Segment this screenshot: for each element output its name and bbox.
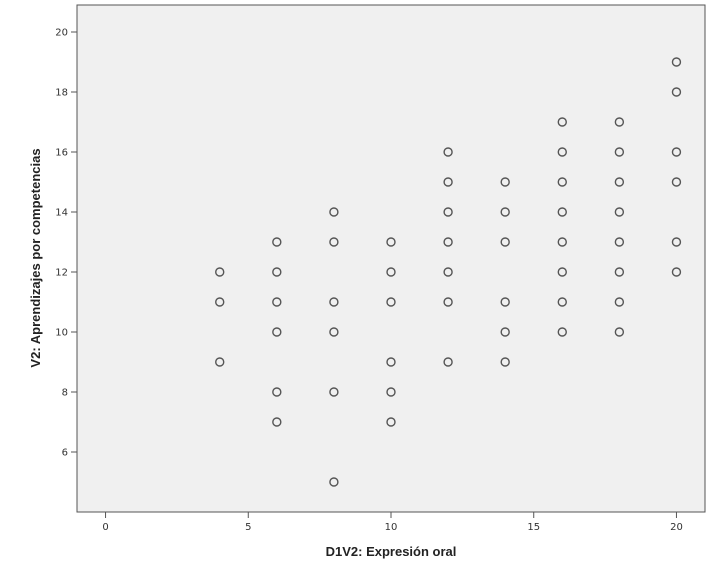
y-tick-label: 20	[55, 28, 68, 39]
scatter-point	[614, 207, 625, 217]
scatter-point	[614, 267, 625, 277]
x-tick-label: 10	[385, 522, 398, 533]
scatter-point	[557, 177, 567, 187]
plot-area	[76, 4, 706, 513]
y-tick-label: 18	[55, 88, 68, 99]
scatter-point	[386, 387, 396, 397]
scatter-point	[671, 237, 682, 247]
scatter-point	[557, 297, 567, 307]
y-tick-label: 8	[62, 388, 68, 399]
scatter-point	[557, 147, 567, 157]
scatter-point	[500, 237, 510, 247]
x-axis-title: D1V2: Expresión oral	[326, 544, 457, 559]
scatter-point	[386, 267, 396, 277]
scatter-point	[443, 297, 453, 307]
scatter-point	[614, 297, 625, 307]
y-tick-label: 16	[55, 148, 68, 159]
scatter-point	[500, 327, 510, 337]
scatter-point	[614, 327, 625, 337]
scatter-point	[329, 477, 339, 487]
scatter-point	[671, 57, 682, 67]
scatter-point	[215, 267, 225, 277]
scatter-point	[500, 357, 510, 367]
y-axis-title: V2: Aprendizajes por competencias	[28, 148, 43, 367]
scatter-point	[272, 237, 282, 247]
scatter-point	[557, 267, 567, 277]
scatter-point	[443, 267, 453, 277]
scatter-point	[500, 297, 510, 307]
scatter-point	[272, 267, 282, 277]
scatter-point	[215, 357, 225, 367]
scatter-point	[329, 297, 339, 307]
y-axis: 6 8 10 12 14 16 18 20	[55, 28, 77, 459]
scatter-point	[557, 237, 567, 247]
x-tick-label: 20	[670, 522, 683, 533]
x-axis: 0 5 10 15 20	[102, 512, 683, 533]
scatter-point	[671, 267, 682, 277]
x-tick-label: 0	[102, 522, 108, 533]
scatter-point	[443, 357, 453, 367]
scatter-point	[443, 237, 453, 247]
scatter-point	[329, 387, 339, 397]
scatter-point	[386, 237, 396, 247]
scatter-point	[386, 357, 396, 367]
scatter-point	[329, 327, 339, 337]
scatter-point	[272, 297, 282, 307]
scatter-point	[329, 237, 339, 247]
scatter-point	[614, 177, 625, 187]
scatter-point	[386, 297, 396, 307]
scatter-point	[500, 177, 510, 187]
scatter-point	[557, 327, 567, 337]
x-tick-label: 5	[245, 522, 251, 533]
scatter-point	[443, 207, 453, 217]
scatter-point	[272, 417, 282, 427]
y-tick-label: 6	[62, 448, 68, 459]
scatter-point	[500, 207, 510, 217]
scatter-point	[272, 387, 282, 397]
scatter-point	[443, 177, 453, 187]
scatter-point	[614, 237, 625, 247]
scatter-point	[329, 207, 339, 217]
y-tick-label: 14	[55, 208, 68, 219]
scatter-point	[272, 327, 282, 337]
y-tick-label: 10	[55, 328, 68, 339]
scatter-point	[215, 297, 225, 307]
scatter-point	[386, 417, 396, 427]
data-points	[215, 57, 682, 487]
scatter-point	[443, 147, 453, 157]
scatter-point	[614, 117, 625, 127]
scatter-point	[671, 177, 682, 187]
x-tick-label: 15	[527, 522, 540, 533]
scatter-point	[614, 147, 625, 157]
y-tick-label: 12	[55, 268, 68, 279]
scatter-point	[557, 117, 567, 127]
scatter-point	[671, 87, 682, 97]
scatter-point	[557, 207, 567, 217]
scatter-point	[671, 147, 682, 157]
